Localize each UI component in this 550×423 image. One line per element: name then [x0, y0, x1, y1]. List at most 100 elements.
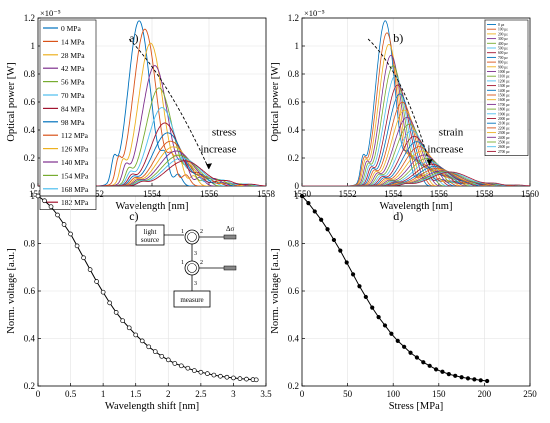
series-line: [302, 101, 530, 186]
y-axis-label: Norm. voltage [a.u.]: [270, 248, 281, 333]
data-point: [48, 204, 54, 210]
data-point: [402, 344, 407, 349]
y-tick-label: 1: [295, 191, 300, 201]
y-tick-label: 0.8: [24, 69, 36, 79]
legend-label: 500 µε: [498, 47, 508, 51]
legend-label: 140 MPa: [61, 158, 89, 167]
data-point: [319, 217, 324, 222]
series-line: [302, 130, 530, 186]
port-label: 3: [194, 281, 197, 287]
legend-label: 28 MPa: [61, 51, 85, 60]
series-line: [302, 109, 530, 186]
measure-box: [173, 290, 211, 308]
x-axis-label: Wavelength [nm]: [116, 201, 189, 212]
data-point: [427, 363, 432, 368]
measure-label: measure: [180, 296, 203, 304]
legend-label: 2500 µε: [498, 141, 510, 145]
y-tick-label: 1.2: [288, 13, 299, 23]
data-point: [198, 369, 204, 375]
series-line: [302, 141, 530, 186]
legend-label: 2600 µε: [498, 145, 510, 149]
x-tick-label: 1558: [475, 189, 494, 199]
x-tick-label: 1554: [384, 189, 403, 199]
series-line: [302, 146, 530, 186]
x-tick-label: 2: [166, 389, 171, 399]
x-tick-label: 1556: [430, 189, 449, 199]
legend-label: 182 MPa: [61, 198, 89, 207]
data-point: [55, 212, 60, 218]
circulator-1: [184, 229, 200, 245]
y-tick-label: 0.4: [288, 334, 300, 344]
legend-label: 154 MPa: [61, 171, 89, 180]
legend-label: 2400 µε: [498, 136, 510, 140]
series-line: [302, 150, 530, 186]
series-line: [302, 158, 530, 186]
legend-label: 1000 µε: [498, 70, 510, 74]
light-source-label-line: light: [144, 228, 157, 236]
x-axis-label: Stress [MPa]: [389, 401, 444, 412]
data-point: [100, 289, 106, 295]
y-tick-label: 0.2: [24, 381, 35, 391]
data-point: [68, 231, 73, 237]
y-tick-label: 0.4: [24, 125, 36, 135]
x-tick-label: 3.5: [260, 389, 272, 399]
spectra-b: [302, 20, 530, 186]
y-axis-exponent: ×10⁻⁵: [40, 8, 61, 18]
trend-arrow-line: [367, 38, 431, 166]
data-point: [159, 353, 165, 359]
legend-label: 1600 µε: [498, 98, 510, 102]
data-point: [237, 376, 243, 381]
panel-3: 0 50 100 150 200 250 0.2 0.4 0.6 0.8 1 Stress [MPa]…: [270, 191, 537, 412]
y-axis-exponent: ×10⁻⁵: [304, 8, 325, 18]
data-point: [191, 368, 197, 373]
x-tick-label: 1.5: [130, 389, 142, 399]
x-tick-label: 0: [300, 389, 305, 399]
data-point: [224, 374, 230, 380]
data-point: [440, 369, 445, 374]
data-point: [421, 360, 426, 365]
panel-letter: b): [393, 31, 403, 45]
annotation-text: stress: [212, 127, 236, 139]
x-tick-label: 1: [101, 389, 106, 399]
data-point: [446, 372, 451, 377]
annotation-text: strain: [439, 127, 464, 139]
data-point: [395, 338, 400, 343]
series-line: [38, 20, 266, 186]
legend-label: 1300 µε: [498, 84, 510, 88]
legend-label: 70 MPa: [61, 91, 85, 100]
data-point: [325, 227, 330, 232]
panel-2: 0 0.5 1 1.5 2 2.5 3 3.5 0.2 0.4 0.6 0.8 1 Wavelength …: [6, 191, 272, 412]
data-point: [472, 377, 477, 382]
data-point: [485, 378, 490, 384]
legend-label: 800 µε: [498, 61, 508, 65]
data-point: [465, 376, 471, 381]
data-point: [94, 279, 99, 284]
data-point: [357, 284, 362, 289]
legend-label: 126 MPa: [61, 145, 89, 154]
legend-label: 1900 µε: [498, 112, 510, 116]
x-axis-label: Wavelength [nm]: [380, 201, 453, 212]
data-point: [74, 243, 80, 249]
legend-label: 0 MPa: [61, 24, 81, 33]
legend-label: 100 µε: [498, 28, 508, 32]
port-label: 2: [200, 260, 203, 266]
y-tick-label: 0.4: [288, 125, 300, 135]
series-line: [302, 123, 530, 186]
data-point: [81, 255, 86, 261]
legend-label: 600 µε: [498, 51, 508, 55]
series-line: [38, 87, 266, 186]
legend-label: 0 µε: [498, 23, 505, 27]
series-line: [302, 93, 530, 186]
data-point: [382, 323, 388, 328]
series-line: [38, 157, 266, 186]
legend-box: [39, 19, 97, 210]
y-tick-label: 1: [31, 191, 36, 201]
x-tick-label: 3: [231, 389, 236, 399]
x-tick-label: 150: [432, 389, 446, 399]
delta-label: Δσ: [226, 225, 235, 233]
data-point: [172, 361, 178, 366]
y-tick-label: 1: [295, 41, 300, 51]
data-point: [344, 260, 349, 265]
y-tick-label: 0.8: [288, 239, 300, 249]
